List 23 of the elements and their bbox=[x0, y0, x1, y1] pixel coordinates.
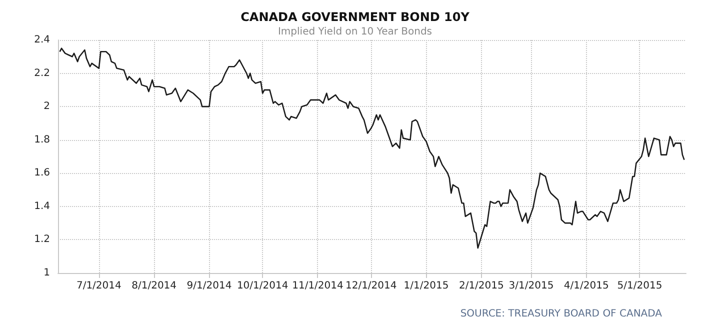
chart-title: CANADA GOVERNMENT BOND 10Y bbox=[240, 10, 470, 24]
x-tick-label: 11/1/2014 bbox=[292, 280, 344, 292]
y-tick-label: 2.2 bbox=[34, 68, 50, 79]
x-tick-label: 7/1/2014 bbox=[76, 280, 122, 292]
y-tick-label: 1.6 bbox=[34, 168, 50, 179]
line-series bbox=[59, 48, 685, 249]
y-tick-label: 1.8 bbox=[34, 134, 50, 146]
x-tick-label: 5/1/2015 bbox=[617, 280, 662, 292]
x-tick-label: 4/1/2015 bbox=[564, 280, 609, 292]
y-tick-label: 2.4 bbox=[34, 34, 50, 46]
y-tick-label: 1.2 bbox=[34, 234, 50, 246]
y-tick-label: 1 bbox=[44, 268, 50, 278]
chart-subtitle: Implied Yield on 10 Year Bonds bbox=[278, 26, 432, 38]
x-tick-label: 9/1/2014 bbox=[186, 280, 232, 292]
x-tick-label: 3/1/2015 bbox=[508, 280, 554, 292]
x-tick-label: 8/1/2014 bbox=[132, 280, 177, 292]
x-tick-label: 12/1/2014 bbox=[345, 280, 397, 292]
x-tick-label: 10/1/2014 bbox=[236, 280, 288, 292]
x-tick-label: 2/1/2015 bbox=[458, 280, 504, 292]
source-note: SOURCE: TREASURY BOARD OF CANADA bbox=[460, 308, 662, 320]
x-tick-label: 1/1/2015 bbox=[404, 280, 449, 292]
y-tick-label: 1.4 bbox=[34, 200, 50, 212]
y-tick-label: 2 bbox=[44, 101, 50, 112]
